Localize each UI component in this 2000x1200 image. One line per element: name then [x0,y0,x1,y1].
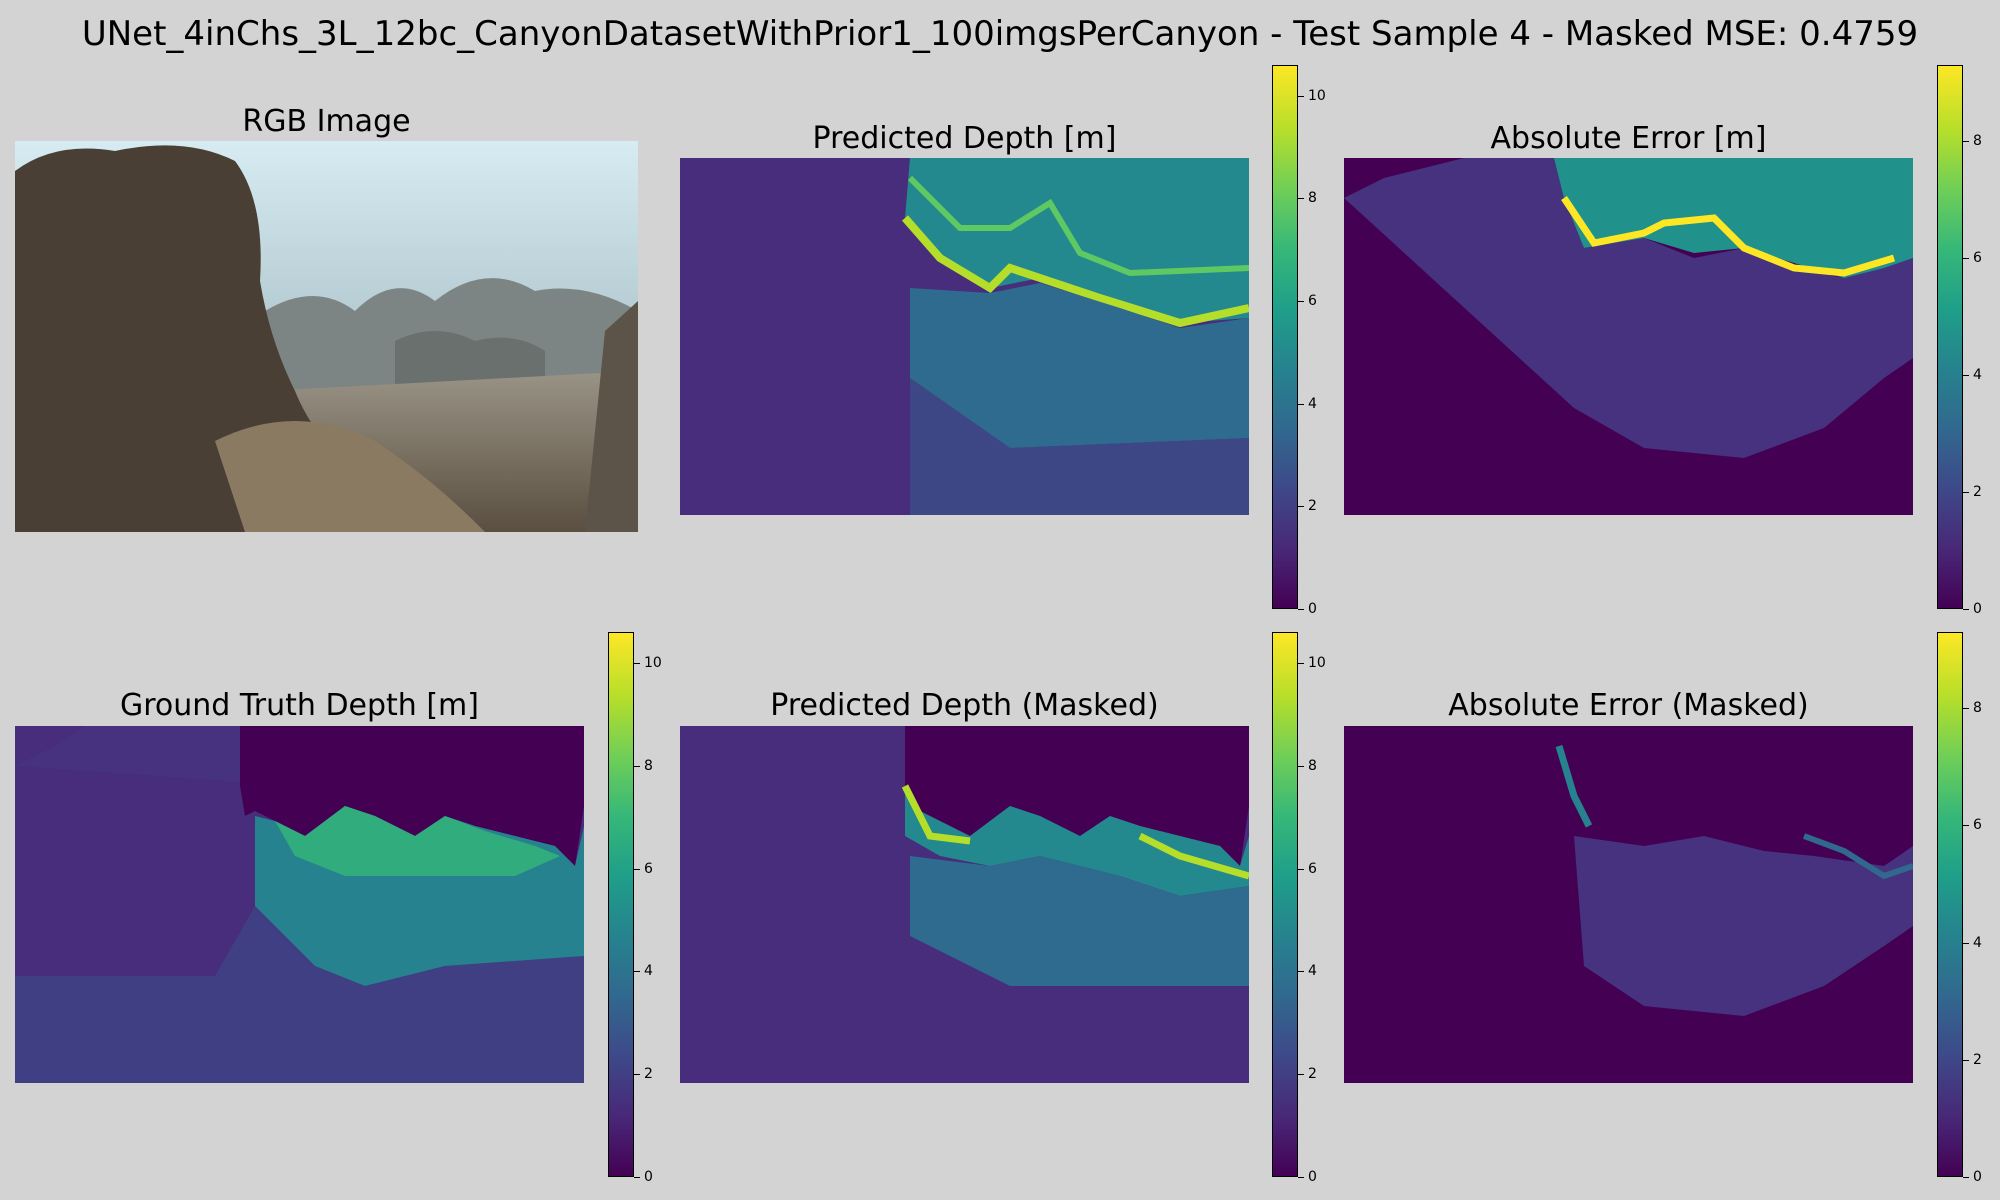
colorbar-tick [1298,198,1304,200]
colorbar-tick [1298,609,1304,610]
colorbar-gradient [1272,65,1298,609]
colorbar-tick [1298,301,1304,303]
colorbar-tick-label: 6 [644,860,653,877]
colorbar-tick-label: 0 [644,1169,653,1185]
gt-depth-map [15,726,584,1083]
colorbar-tick [1963,375,1969,377]
colorbar-tick-label: 8 [1973,700,1982,717]
colorbar-tick-label: 10 [1308,87,1326,104]
error-colorbar-masked: 0 2 4 6 8 [1937,632,1997,1184]
colorbar-tick [634,971,640,973]
colorbar-tick-label: 2 [1308,1066,1317,1083]
colorbar-tick-label: 2 [1973,484,1982,500]
abs-error-masked-map [1344,726,1913,1083]
colorbar-tick-label: 4 [1308,963,1317,980]
depth-colorbar-top: 0 2 4 6 8 10 [1272,65,1332,616]
rgb-image [15,141,638,532]
colorbar-tick-label: 8 [1308,190,1317,207]
colorbar-tick-label: 10 [1308,654,1326,671]
colorbar-tick [1298,971,1304,973]
colorbar-gradient [1937,65,1963,609]
colorbar-tick-label: 4 [1308,395,1317,412]
panel-title-pred-masked: Predicted Depth (Masked) [770,688,1159,723]
colorbar-tick [1963,1059,1969,1061]
colorbar-tick-label: 2 [1308,498,1317,515]
colorbar-tick [1963,942,1969,944]
error-colorbar-top: 0 2 4 6 8 [1937,65,1997,616]
colorbar-tick [634,1177,640,1178]
colorbar-tick-label: 6 [1973,817,1982,834]
colorbar-tick [1963,141,1969,143]
colorbar-tick-label: 0 [1308,1169,1317,1185]
colorbar-tick [1298,1074,1304,1076]
colorbar-tick-label: 4 [644,963,653,980]
colorbar-tick [1963,708,1969,710]
figure-title: UNet_4inChs_3L_12bc_CanyonDatasetWithPri… [81,14,1919,54]
colorbar-tick-label: 4 [1973,367,1982,384]
depth-colorbar-gt: 0 2 4 6 8 10 [608,632,668,1184]
colorbar-tick-label: 2 [1973,1051,1982,1068]
colorbar-gradient [608,632,634,1177]
panel-title-err: Absolute Error [m] [1490,121,1767,156]
colorbar-tick [634,1074,640,1076]
panel-title-err-masked: Absolute Error (Masked) [1448,688,1809,723]
colorbar-tick [1963,825,1969,827]
colorbar-tick-label: 8 [644,757,653,774]
colorbar-tick [1963,1177,1969,1178]
colorbar-tick [634,662,640,664]
pred-depth-map [680,158,1249,515]
colorbar-tick [634,765,640,767]
colorbar-tick-label: 4 [1973,934,1982,951]
pred-depth-masked-map [680,726,1249,1083]
colorbar-gradient [1272,632,1298,1177]
colorbar-tick [634,868,640,870]
abs-error-map [1344,158,1913,515]
colorbar-tick-label: 0 [1973,601,1982,617]
panel-title-pred: Predicted Depth [m] [812,121,1117,156]
colorbar-tick [1298,662,1304,664]
colorbar-tick-label: 6 [1308,860,1317,877]
colorbar-tick-label: 0 [1308,601,1317,617]
colorbar-tick [1298,1177,1304,1178]
colorbar-tick-label: 6 [1973,250,1982,267]
colorbar-tick [1298,765,1304,767]
colorbar-tick-label: 10 [644,654,662,671]
colorbar-tick-label: 0 [1973,1169,1982,1185]
colorbar-tick-label: 2 [644,1066,653,1083]
colorbar-tick [1963,258,1969,260]
colorbar-gradient [1937,632,1963,1177]
colorbar-tick [1298,95,1304,97]
panel-title-gt: Ground Truth Depth [m] [119,688,479,723]
colorbar-tick [1963,492,1969,493]
panel-title-rgb: RGB Image [242,104,411,139]
colorbar-tick-label: 8 [1308,757,1317,774]
colorbar-tick-label: 6 [1308,293,1317,310]
colorbar-tick-label: 8 [1973,133,1982,150]
depth-colorbar-masked: 0 2 4 6 8 10 [1272,632,1332,1184]
colorbar-tick [1298,868,1304,870]
colorbar-tick [1298,403,1304,405]
colorbar-tick [1963,609,1969,610]
colorbar-tick [1298,506,1304,508]
